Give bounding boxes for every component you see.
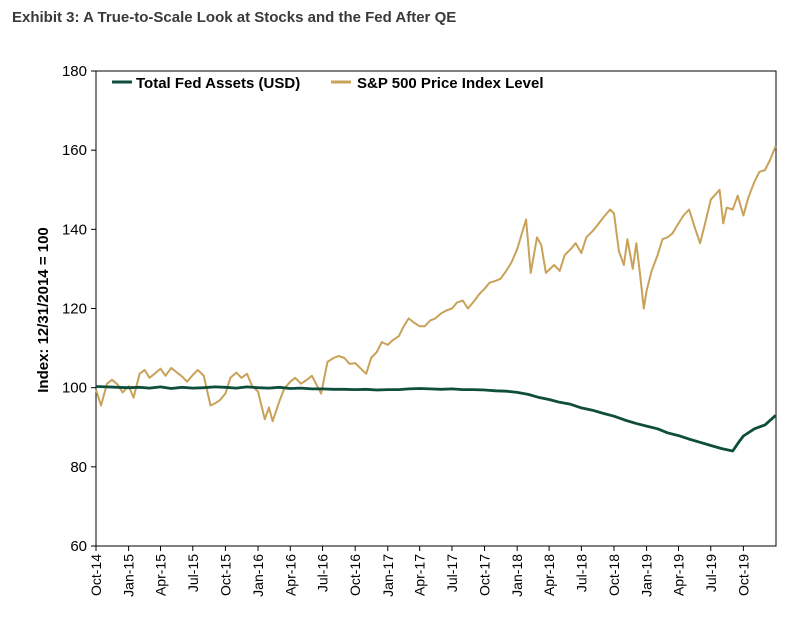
legend: Total Fed Assets (USD) S&P 500 Price Inde…: [112, 75, 544, 92]
x-tick-label: Jul-18: [573, 554, 589, 592]
x-tick-label: Oct-16: [347, 554, 363, 596]
x-tick-label: Apr-15: [153, 554, 169, 596]
y-tick-label: 140: [62, 221, 87, 238]
series-layer: [95, 145, 777, 453]
x-tick-label: Oct-18: [606, 554, 622, 596]
y-axis: 60 80 100 120 140 160 180: [62, 63, 96, 555]
y-axis-label: Index: 12/31/2014 = 100: [35, 227, 52, 393]
x-tick-label: Jul-17: [444, 554, 460, 592]
x-tick-label: Jul-19: [703, 554, 719, 592]
x-tick-label: Jan-18: [509, 554, 525, 597]
legend-label: S&P 500 Price Index Level: [357, 75, 544, 92]
series-line-sp500: [95, 145, 777, 423]
plot-frame: [95, 70, 777, 547]
x-tick-label: Jan-19: [639, 554, 655, 597]
x-tick-label: Jul-16: [315, 554, 331, 592]
x-tick-label: Apr-18: [541, 554, 557, 596]
x-tick-label: Oct-17: [477, 554, 493, 596]
x-tick-label: Oct-14: [88, 554, 104, 596]
x-tick-label: Jan-16: [250, 554, 266, 597]
y-tick-label: 80: [70, 459, 87, 476]
x-tick-label: Apr-19: [671, 554, 687, 596]
x-tick-label: Apr-17: [412, 554, 428, 596]
plot-border: [95, 70, 777, 547]
series-line-fed-assets: [95, 385, 777, 453]
x-tick-label: Oct-15: [217, 554, 233, 596]
y-tick-label: 180: [62, 63, 87, 80]
y-tick-label: 60: [70, 538, 87, 555]
x-tick-label: Apr-16: [282, 554, 298, 596]
x-axis: Oct-14 Jan-15 Apr-15 Jul-15 Oct-15 Jan-16 Apr-…: [88, 546, 751, 597]
y-tick-label: 120: [62, 301, 87, 318]
x-tick-label: Jan-17: [380, 554, 396, 597]
x-tick-label: Oct-19: [735, 554, 751, 596]
x-tick-label: Jan-15: [121, 554, 137, 597]
x-tick-label: Jul-15: [185, 554, 201, 592]
chart-title: Exhibit 3: A True-to-Scale Look at Stock…: [12, 9, 457, 26]
y-tick-label: 100: [62, 380, 87, 397]
y-tick-label: 160: [62, 142, 87, 159]
legend-label: Total Fed Assets (USD): [136, 75, 300, 92]
